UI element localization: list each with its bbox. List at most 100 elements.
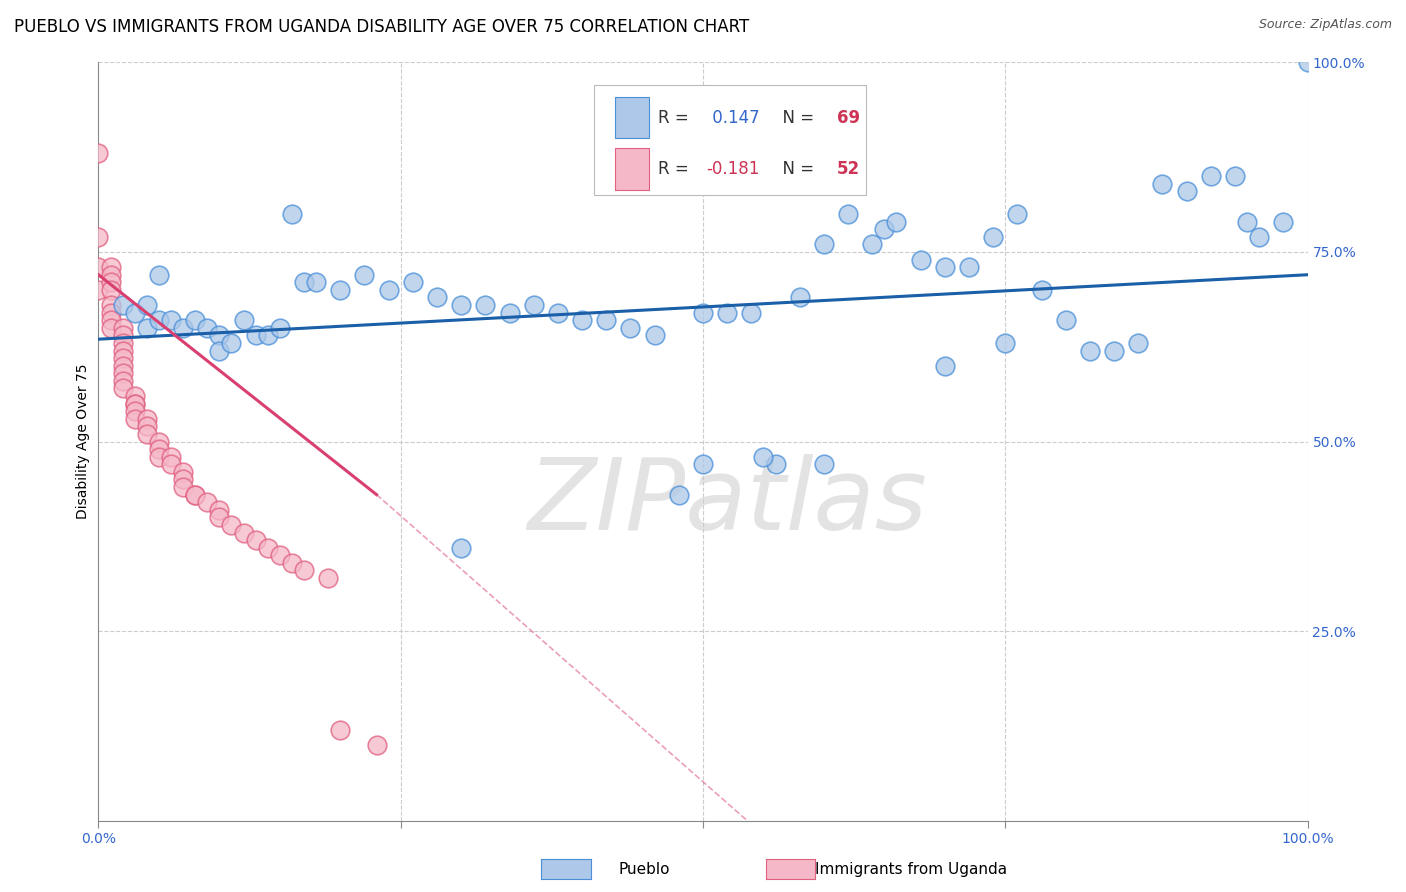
- Text: Source: ZipAtlas.com: Source: ZipAtlas.com: [1258, 18, 1392, 31]
- Point: [860, 237, 883, 252]
- Point: [692, 305, 714, 319]
- Point: [148, 450, 170, 464]
- Point: [668, 487, 690, 501]
- Point: [111, 366, 134, 380]
- Point: [329, 283, 352, 297]
- Point: [111, 328, 134, 343]
- Point: [366, 738, 388, 752]
- Point: [172, 473, 194, 487]
- Point: [752, 450, 775, 464]
- Point: [281, 556, 304, 570]
- Point: [100, 260, 122, 275]
- Point: [135, 298, 157, 312]
- Point: [221, 335, 243, 350]
- Point: [450, 298, 472, 312]
- FancyBboxPatch shape: [595, 85, 866, 195]
- Point: [148, 442, 170, 457]
- Point: [426, 291, 449, 305]
- Point: [873, 222, 896, 236]
- FancyBboxPatch shape: [614, 97, 648, 138]
- Point: [111, 320, 134, 334]
- Point: [87, 260, 110, 275]
- Point: [100, 320, 122, 334]
- Point: [1007, 207, 1029, 221]
- Point: [100, 313, 122, 327]
- Point: [245, 533, 267, 548]
- Point: [195, 320, 218, 334]
- Point: [135, 419, 157, 434]
- Text: Pueblo: Pueblo: [619, 863, 671, 877]
- Point: [184, 487, 207, 501]
- Point: [256, 541, 278, 555]
- Point: [1152, 177, 1174, 191]
- Point: [740, 305, 762, 319]
- Point: [148, 268, 170, 282]
- Point: [100, 275, 122, 289]
- Point: [148, 313, 170, 327]
- Point: [523, 298, 546, 312]
- Text: ZIPatlas: ZIPatlas: [527, 454, 927, 550]
- Point: [135, 427, 157, 442]
- Point: [934, 260, 956, 275]
- Point: [148, 434, 170, 449]
- Text: N =: N =: [772, 160, 820, 178]
- Point: [160, 450, 183, 464]
- Point: [644, 328, 666, 343]
- Point: [292, 564, 315, 578]
- Point: [1175, 184, 1198, 198]
- Point: [571, 313, 593, 327]
- Point: [837, 207, 859, 221]
- Point: [111, 343, 134, 358]
- Point: [402, 275, 425, 289]
- Point: [87, 229, 110, 244]
- Point: [172, 320, 194, 334]
- Point: [111, 335, 134, 350]
- Point: [184, 313, 207, 327]
- Point: [813, 237, 835, 252]
- Point: [957, 260, 980, 275]
- Text: 0.147: 0.147: [707, 109, 759, 127]
- Point: [377, 283, 399, 297]
- Point: [281, 207, 304, 221]
- Point: [111, 351, 134, 366]
- FancyBboxPatch shape: [614, 148, 648, 190]
- Point: [1296, 55, 1319, 70]
- Point: [135, 320, 157, 334]
- Point: [789, 291, 811, 305]
- Point: [1223, 169, 1246, 184]
- Point: [111, 382, 134, 396]
- Point: [124, 404, 146, 418]
- Point: [208, 503, 231, 517]
- Point: [981, 229, 1004, 244]
- Point: [474, 298, 496, 312]
- Text: R =: R =: [658, 160, 695, 178]
- Point: [100, 268, 122, 282]
- Point: [172, 465, 194, 479]
- Point: [232, 313, 254, 327]
- Point: [1128, 335, 1150, 350]
- Point: [305, 275, 328, 289]
- Point: [245, 328, 267, 343]
- Point: [208, 510, 231, 524]
- Point: [353, 268, 375, 282]
- Point: [1272, 214, 1295, 228]
- Point: [329, 723, 352, 737]
- Point: [195, 495, 218, 509]
- Point: [111, 359, 134, 373]
- Y-axis label: Disability Age Over 75: Disability Age Over 75: [76, 364, 90, 519]
- Point: [160, 458, 183, 472]
- Point: [716, 305, 738, 319]
- Point: [172, 480, 194, 494]
- Point: [813, 458, 835, 472]
- Point: [208, 343, 231, 358]
- Point: [221, 517, 243, 532]
- Point: [1249, 229, 1271, 244]
- Point: [450, 541, 472, 555]
- Point: [595, 313, 617, 327]
- Point: [184, 487, 207, 501]
- Text: Immigrants from Uganda: Immigrants from Uganda: [815, 863, 1008, 877]
- Point: [292, 275, 315, 289]
- Point: [1031, 283, 1053, 297]
- Point: [124, 396, 146, 410]
- Point: [100, 305, 122, 319]
